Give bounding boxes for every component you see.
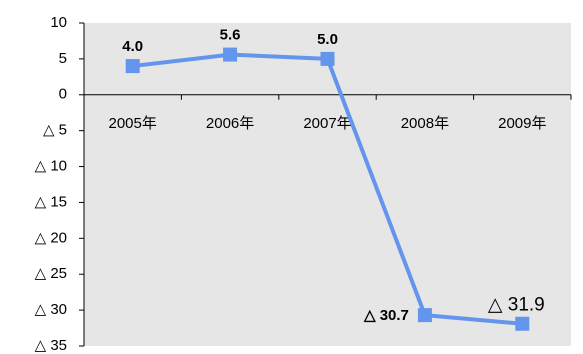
- x-tick-label: 2008年: [401, 115, 449, 132]
- y-tick-label: △ 10: [35, 158, 67, 175]
- data-point-marker: [320, 51, 335, 66]
- y-axis: 10 5 0 △ 5 △ 10 △ 15 △ 20 △ 25 △ 30 △ 35: [35, 14, 85, 354]
- y-tick-label: 5: [59, 50, 67, 67]
- data-point-marker: [125, 59, 140, 74]
- data-point-marker: [515, 316, 530, 331]
- data-label: 5.0: [317, 31, 338, 48]
- data-point-marker: [417, 308, 432, 323]
- y-tick-label: 10: [50, 14, 67, 31]
- y-tick-label: △ 20: [35, 229, 67, 246]
- x-tick-label: 2007年: [303, 115, 351, 132]
- data-label: △ 31.9: [488, 295, 545, 316]
- data-labels: 4.0 5.6 5.0 △ 30.7 △ 31.9: [122, 27, 544, 325]
- y-tick-label: △ 5: [43, 122, 67, 139]
- y-tick-label: △ 15: [35, 193, 67, 210]
- plot-area: [84, 23, 571, 346]
- x-tick-label: 2005年: [109, 115, 157, 132]
- data-label: 4.0: [122, 38, 143, 55]
- x-axis: 2005年 2006年 2007年 2008年 2009年: [83, 94, 572, 132]
- data-label: △ 30.7: [363, 307, 409, 324]
- x-tick-label: 2006年: [206, 115, 254, 132]
- data-point-marker: [223, 47, 238, 62]
- y-tick-label: △ 35: [35, 337, 67, 354]
- series-group: [125, 47, 530, 331]
- x-tick-label: 2009年: [498, 115, 546, 132]
- data-label: 5.6: [220, 27, 241, 44]
- y-tick-label: △ 30: [35, 301, 67, 318]
- y-tick-label: △ 25: [35, 265, 67, 282]
- y-tick-label: 0: [59, 86, 67, 103]
